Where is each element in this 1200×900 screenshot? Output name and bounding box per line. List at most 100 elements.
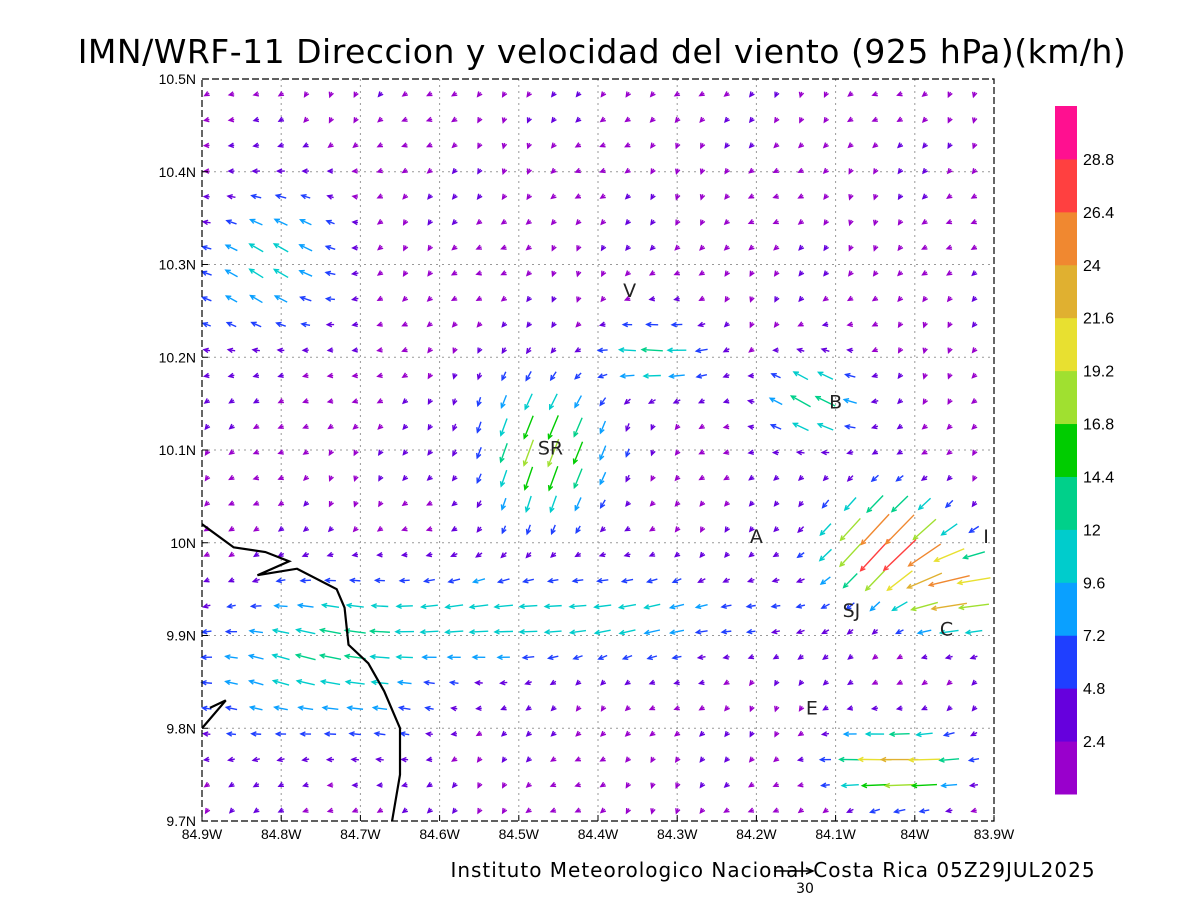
wind-vector [475, 705, 482, 712]
wind-vector [593, 629, 611, 636]
wind-vector [772, 781, 779, 788]
wind-vector [897, 347, 904, 354]
wind-vector [674, 244, 681, 251]
wind-vector [320, 602, 340, 609]
wind-vector [351, 782, 358, 788]
wind-vector [699, 244, 706, 251]
wind-vector [897, 372, 904, 380]
wind-vector [668, 629, 685, 635]
wind-vector [625, 500, 631, 507]
wind-vector [477, 807, 483, 815]
wind-vector [930, 602, 968, 611]
wind-vector [326, 347, 334, 353]
wind-vector [271, 653, 290, 661]
wind-vector [452, 423, 458, 432]
wind-vector [649, 116, 656, 123]
wind-vector [896, 116, 903, 123]
wind-vector [227, 756, 235, 763]
wind-vector [550, 142, 557, 149]
wind-vector [969, 654, 978, 660]
y-axis-ticks: 9.7N 9.8N 9.9N 10N 10.1N 10.2N 10.3N 10.4N 10.5N [159, 71, 208, 829]
wind-vector [672, 398, 681, 404]
wind-vector [773, 526, 780, 533]
colorbar-label: 26.4 [1083, 205, 1114, 222]
wind-vector [697, 577, 706, 583]
wind-vector [549, 495, 557, 514]
wind-vector [302, 142, 309, 148]
wind-vector [699, 756, 706, 763]
wind-vector [525, 730, 532, 737]
wind-vector [823, 219, 829, 226]
wind-vector [426, 91, 433, 97]
wind-vector [425, 526, 433, 532]
wind-vector [823, 244, 829, 252]
wind-vector [920, 654, 928, 660]
wind-vector [501, 117, 508, 124]
wind-vector [871, 653, 879, 660]
wind-vector [200, 705, 212, 712]
wind-vector [252, 449, 260, 455]
wind-vector [447, 578, 461, 584]
wind-vector [625, 807, 631, 815]
wind-vector [920, 475, 928, 481]
wind-vector [675, 808, 681, 815]
wind-vector [252, 474, 260, 481]
wind-vector [674, 551, 681, 558]
wind-vector [203, 551, 210, 557]
wind-vector [350, 756, 359, 763]
wind-vector [351, 807, 359, 813]
wind-vector [797, 807, 805, 814]
wind-vector [302, 449, 309, 455]
wind-vector [922, 347, 928, 355]
wind-vector [543, 629, 562, 635]
wind-vector [922, 373, 928, 380]
wind-vector [945, 244, 953, 250]
wind-vector [376, 321, 383, 327]
wind-vector [326, 194, 334, 200]
wind-vector [871, 628, 879, 635]
colorbar-segment [1055, 317, 1077, 372]
wind-vector [227, 116, 235, 123]
wind-vector [873, 219, 879, 227]
wind-vector [819, 523, 832, 537]
wind-vector [401, 807, 409, 814]
wind-vector [774, 117, 780, 124]
wind-vector [650, 475, 656, 482]
wind-vector [848, 194, 854, 201]
wind-vector [427, 270, 433, 277]
wind-vector [748, 142, 755, 149]
wind-vector [402, 423, 409, 431]
wind-vector [839, 517, 861, 542]
wind-vector [697, 679, 705, 686]
wind-vector [897, 142, 904, 149]
wind-vector [351, 372, 359, 379]
wind-vector [575, 321, 582, 328]
y-tick-label: 10.1N [159, 442, 196, 458]
wind-vector [493, 603, 513, 610]
wind-vector [346, 705, 364, 711]
wind-vector [277, 142, 284, 148]
wind-vector [251, 347, 260, 354]
wind-vector [724, 705, 730, 712]
wind-vector [224, 679, 238, 686]
wind-vector [351, 347, 359, 353]
wind-vector [451, 219, 458, 226]
coastline-path [201, 699, 227, 729]
wind-vector [650, 449, 656, 457]
wind-vector [700, 142, 706, 150]
wind-vector [549, 807, 557, 813]
wind-vector [699, 194, 706, 201]
wind-vector [425, 551, 433, 558]
wind-vector [275, 577, 286, 584]
wind-vector [840, 782, 859, 789]
wind-vector [202, 347, 211, 354]
wind-vector [277, 372, 284, 379]
wind-vector [574, 756, 581, 762]
wind-vector [770, 603, 781, 609]
wind-vector [773, 756, 780, 763]
place-labels: V B SR A I SJ C E [538, 280, 989, 719]
wind-vector [451, 142, 458, 149]
wind-vector [427, 372, 433, 380]
wind-vector [576, 296, 582, 303]
wind-vector [301, 372, 309, 379]
